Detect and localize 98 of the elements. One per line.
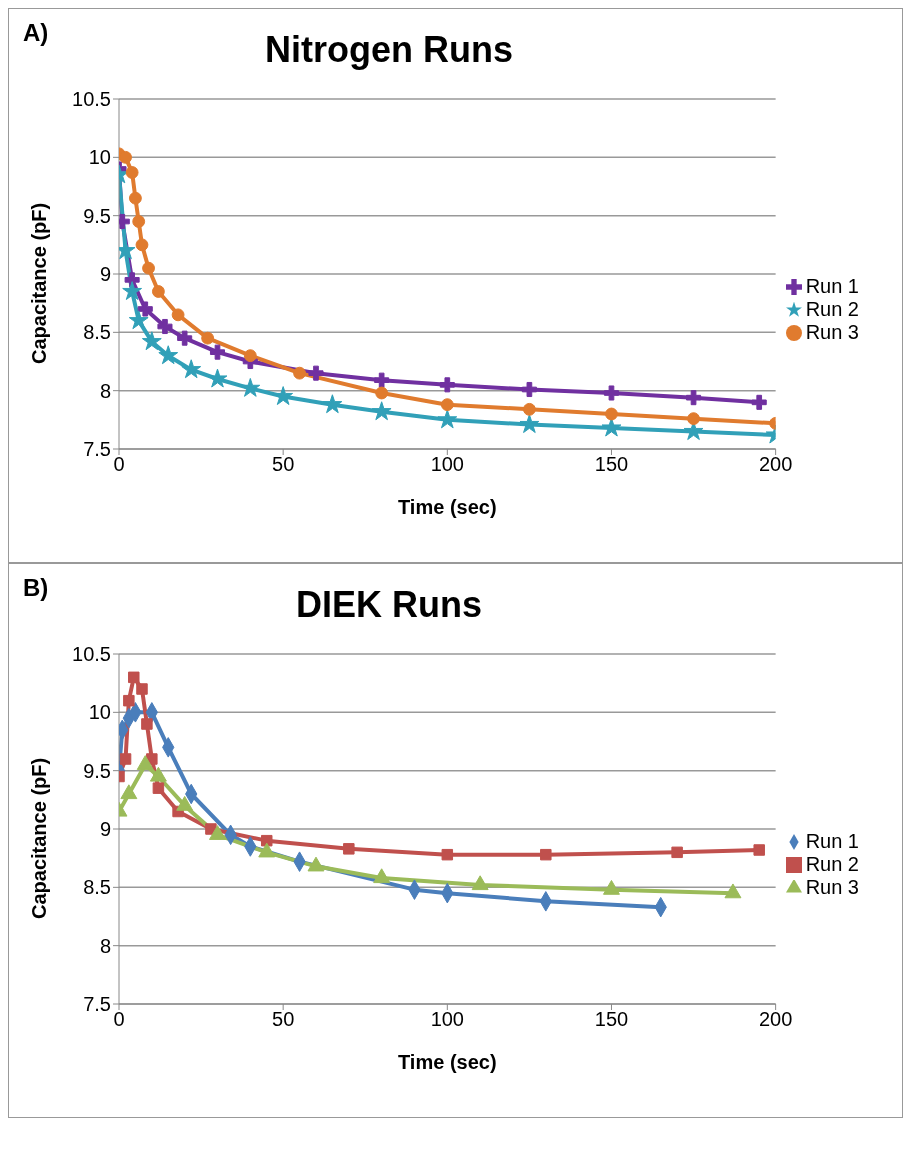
x-tick-label: 200 bbox=[758, 453, 793, 476]
point bbox=[373, 868, 391, 884]
y-tick-label: 8 bbox=[99, 934, 111, 957]
y-tick-label: 9.5 bbox=[83, 204, 111, 227]
y-tick-label: 7.5 bbox=[83, 993, 111, 1016]
point bbox=[601, 417, 622, 437]
point bbox=[261, 834, 273, 847]
point bbox=[441, 848, 454, 861]
point bbox=[258, 842, 276, 858]
y-tick-label: 10 bbox=[88, 701, 111, 724]
point bbox=[201, 331, 215, 345]
y-tick-label: 8.5 bbox=[83, 876, 111, 899]
point bbox=[243, 349, 257, 363]
y-axis-title: Capacitance (pF) bbox=[28, 202, 51, 364]
point bbox=[603, 879, 620, 895]
y-tick-label: 7.5 bbox=[83, 438, 111, 461]
y-tick-label: 9 bbox=[99, 263, 111, 286]
point bbox=[293, 366, 306, 380]
point bbox=[308, 365, 324, 381]
point bbox=[158, 345, 179, 365]
point bbox=[181, 359, 202, 379]
point bbox=[375, 386, 389, 400]
legend-label: Run 1 bbox=[805, 829, 859, 852]
point bbox=[671, 846, 683, 859]
point bbox=[119, 150, 132, 164]
point bbox=[135, 238, 149, 252]
point bbox=[132, 215, 146, 228]
point bbox=[605, 407, 618, 421]
point bbox=[307, 856, 325, 872]
point bbox=[122, 281, 143, 301]
point bbox=[687, 412, 700, 426]
point bbox=[751, 394, 767, 410]
point bbox=[686, 390, 702, 406]
point bbox=[128, 671, 140, 684]
point bbox=[141, 718, 153, 730]
x-tick-label: 100 bbox=[430, 453, 464, 476]
x-tick-label: 0 bbox=[113, 453, 125, 476]
point bbox=[437, 409, 458, 429]
chart-title: Nitrogen Runs bbox=[265, 29, 513, 70]
point bbox=[540, 848, 552, 861]
point bbox=[521, 381, 537, 398]
point bbox=[151, 285, 165, 298]
point bbox=[207, 368, 228, 388]
legend-label: Run 2 bbox=[805, 297, 859, 320]
point bbox=[273, 386, 294, 406]
x-tick-label: 0 bbox=[113, 1008, 125, 1031]
y-tick-label: 10 bbox=[88, 146, 111, 169]
x-tick-label: 150 bbox=[594, 453, 629, 476]
point bbox=[471, 875, 489, 891]
y-axis-title: Capacitance (pF) bbox=[28, 757, 51, 919]
point bbox=[522, 402, 536, 416]
x-tick-label: 100 bbox=[430, 1008, 464, 1031]
y-tick-label: 9 bbox=[99, 818, 111, 841]
point bbox=[157, 318, 173, 335]
point bbox=[171, 308, 185, 322]
point bbox=[374, 372, 390, 388]
y-tick-label: 10.5 bbox=[72, 643, 111, 666]
point bbox=[141, 331, 162, 351]
y-tick-label: 8 bbox=[99, 379, 111, 402]
x-tick-label: 200 bbox=[758, 1008, 793, 1031]
x-tick-label: 50 bbox=[272, 1008, 295, 1031]
point bbox=[125, 166, 139, 179]
point bbox=[120, 784, 138, 800]
x-tick-label: 50 bbox=[272, 453, 295, 476]
chart-title: DIEK Runs bbox=[295, 584, 482, 625]
text: B) bbox=[23, 574, 49, 602]
point bbox=[343, 843, 355, 855]
point bbox=[128, 310, 149, 330]
x-axis-title: Time (sec) bbox=[398, 1051, 497, 1073]
point bbox=[603, 385, 619, 401]
point bbox=[137, 301, 153, 317]
point bbox=[240, 377, 261, 397]
legend-label: Run 1 bbox=[805, 274, 859, 297]
point bbox=[439, 377, 455, 393]
y-tick-label: 8.5 bbox=[83, 321, 111, 344]
point bbox=[123, 694, 135, 707]
y-tick-label: 10.5 bbox=[72, 88, 111, 111]
point bbox=[440, 398, 454, 412]
text: A) bbox=[23, 19, 49, 47]
point bbox=[142, 261, 155, 275]
x-tick-label: 150 bbox=[594, 1008, 629, 1031]
point bbox=[724, 883, 742, 899]
legend-label: Run 2 bbox=[805, 852, 859, 875]
legend-label: Run 3 bbox=[805, 875, 859, 898]
legend-label: Run 3 bbox=[805, 320, 859, 343]
point bbox=[753, 844, 765, 856]
point bbox=[209, 344, 226, 360]
point bbox=[209, 825, 226, 840]
point bbox=[136, 683, 148, 695]
point bbox=[152, 782, 165, 794]
point bbox=[519, 414, 540, 434]
point bbox=[371, 401, 392, 421]
x-axis-title: Time (sec) bbox=[398, 496, 497, 518]
point bbox=[177, 330, 193, 346]
y-tick-label: 9.5 bbox=[83, 759, 111, 782]
point bbox=[322, 394, 343, 414]
point bbox=[129, 191, 142, 205]
point bbox=[119, 753, 132, 765]
